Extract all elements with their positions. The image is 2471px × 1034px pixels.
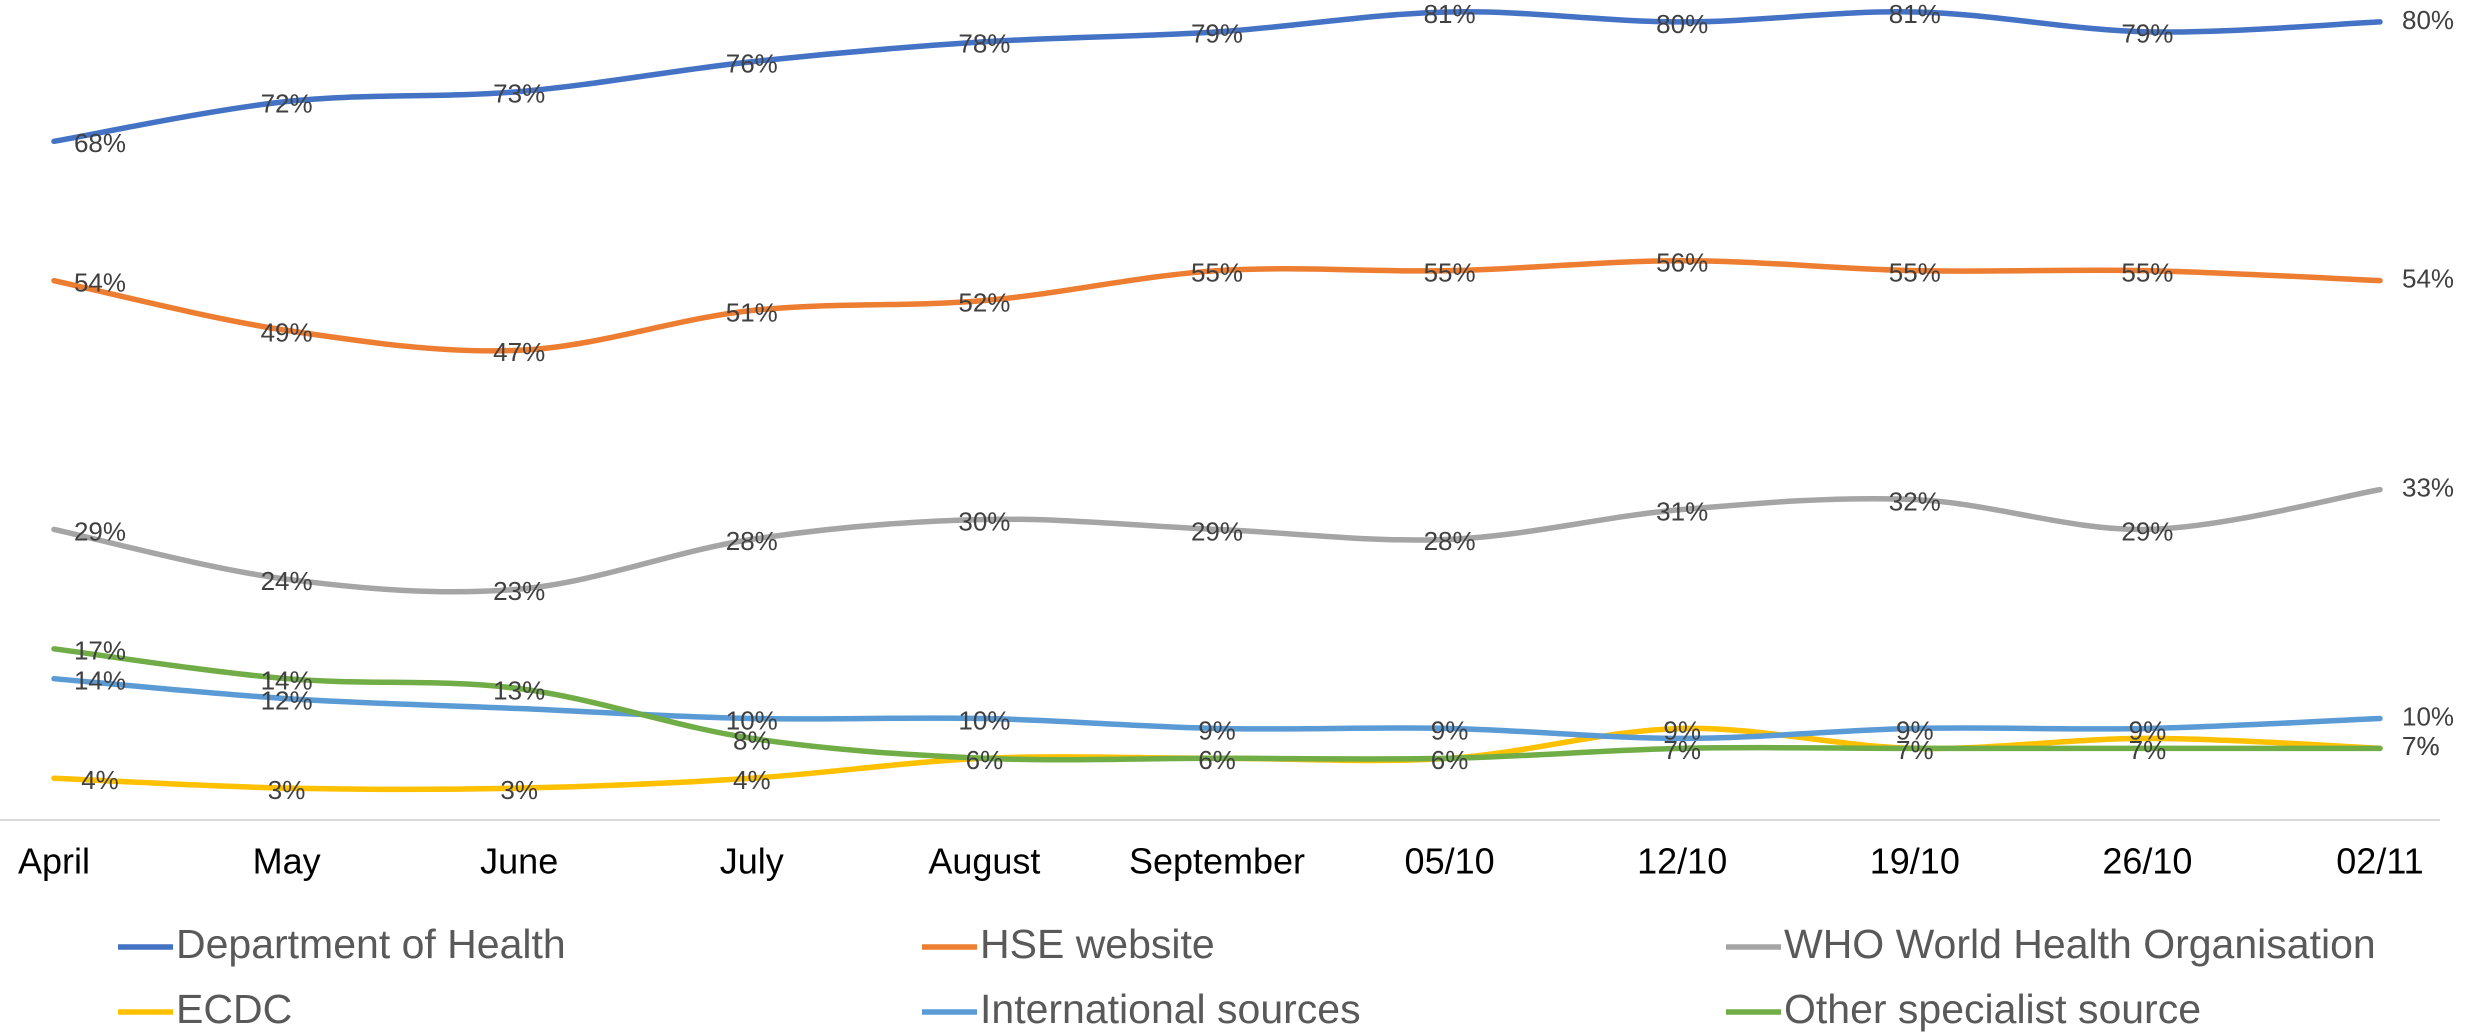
data-label: 33% <box>2402 472 2454 502</box>
data-label: 81% <box>1424 0 1476 29</box>
legend-label: ECDC <box>176 986 292 1032</box>
x-tick-label: 05/10 <box>1405 841 1495 882</box>
data-label: 7% <box>2402 731 2440 761</box>
data-label: 52% <box>958 287 1010 317</box>
data-label: 56% <box>1656 248 1708 278</box>
data-label: 14% <box>74 666 126 696</box>
x-tick-label: 26/10 <box>2102 841 2192 882</box>
data-label: 49% <box>261 317 313 347</box>
x-tick-label: May <box>253 841 321 882</box>
data-label: 9% <box>2129 715 2167 745</box>
data-label: 28% <box>1424 526 1476 556</box>
data-label: 13% <box>493 676 545 706</box>
data-label: 7% <box>1896 735 1934 765</box>
data-label: 7% <box>2402 731 2440 761</box>
data-label: 9% <box>1431 715 1469 745</box>
data-label: 80% <box>2402 5 2454 35</box>
data-label: 55% <box>1191 258 1243 288</box>
data-label: 80% <box>1656 9 1708 39</box>
series-line <box>51 257 2383 354</box>
data-label: 54% <box>2402 264 2454 294</box>
data-label: 3% <box>500 775 538 805</box>
data-label: 29% <box>74 516 126 546</box>
data-label: 17% <box>74 636 126 666</box>
data-label: 32% <box>1889 486 1941 516</box>
data-label: 9% <box>1663 715 1701 745</box>
data-label: 81% <box>1889 0 1941 29</box>
data-label: 79% <box>2121 19 2173 49</box>
data-label: 47% <box>493 337 545 367</box>
data-label: 55% <box>1889 258 1941 288</box>
data-label: 55% <box>1424 258 1476 288</box>
legend-label: HSE website <box>980 921 1215 967</box>
x-tick-label: 02/11 <box>2336 841 2423 882</box>
data-label: 79% <box>1191 19 1243 49</box>
data-label: 76% <box>726 49 778 79</box>
data-label: 24% <box>261 566 313 596</box>
data-label: 6% <box>966 745 1004 775</box>
data-label: 12% <box>261 685 313 715</box>
data-label: 14% <box>261 666 313 696</box>
x-tick-label: April <box>18 841 90 882</box>
data-label: 73% <box>493 78 545 108</box>
data-label: 7% <box>2129 735 2167 765</box>
data-label: 51% <box>726 297 778 327</box>
series-line <box>51 486 2383 595</box>
data-label: 72% <box>261 88 313 118</box>
data-label: 78% <box>958 29 1010 59</box>
data-label: 3% <box>268 775 306 805</box>
data-label: 10% <box>2402 701 2454 731</box>
data-label: 30% <box>958 506 1010 536</box>
series-line <box>51 9 2383 145</box>
legend-label: Other specialist source <box>1784 986 2201 1032</box>
legend-label: Department of Health <box>176 921 566 967</box>
data-label: 10% <box>958 705 1010 735</box>
x-tick-label: August <box>928 841 1040 882</box>
x-tick-label: June <box>480 841 558 882</box>
data-label: 68% <box>74 128 126 158</box>
legend-label: WHO World Health Organisation <box>1784 921 2376 967</box>
data-label: 10% <box>726 705 778 735</box>
series-line <box>51 646 2383 763</box>
data-label: 6% <box>1431 745 1469 775</box>
data-label: 4% <box>81 765 119 795</box>
data-label: 29% <box>2121 516 2173 546</box>
legend-label: International sources <box>980 986 1361 1032</box>
data-label: 29% <box>1191 516 1243 546</box>
x-tick-label: September <box>1129 841 1305 882</box>
data-label: 8% <box>733 725 771 755</box>
data-label: 28% <box>726 526 778 556</box>
data-label: 9% <box>1198 715 1236 745</box>
data-label: 6% <box>1198 745 1236 775</box>
data-label: 55% <box>2121 258 2173 288</box>
x-tick-label: 19/10 <box>1870 841 1960 882</box>
data-label: 23% <box>493 576 545 606</box>
data-label: 54% <box>74 268 126 298</box>
data-label: 9% <box>1896 715 1934 745</box>
series-line <box>51 675 2383 742</box>
data-label: 7% <box>1663 735 1701 765</box>
x-tick-label: July <box>720 841 784 882</box>
data-label: 4% <box>733 765 771 795</box>
x-tick-label: 12/10 <box>1637 841 1727 882</box>
data-label: 31% <box>1656 496 1708 526</box>
